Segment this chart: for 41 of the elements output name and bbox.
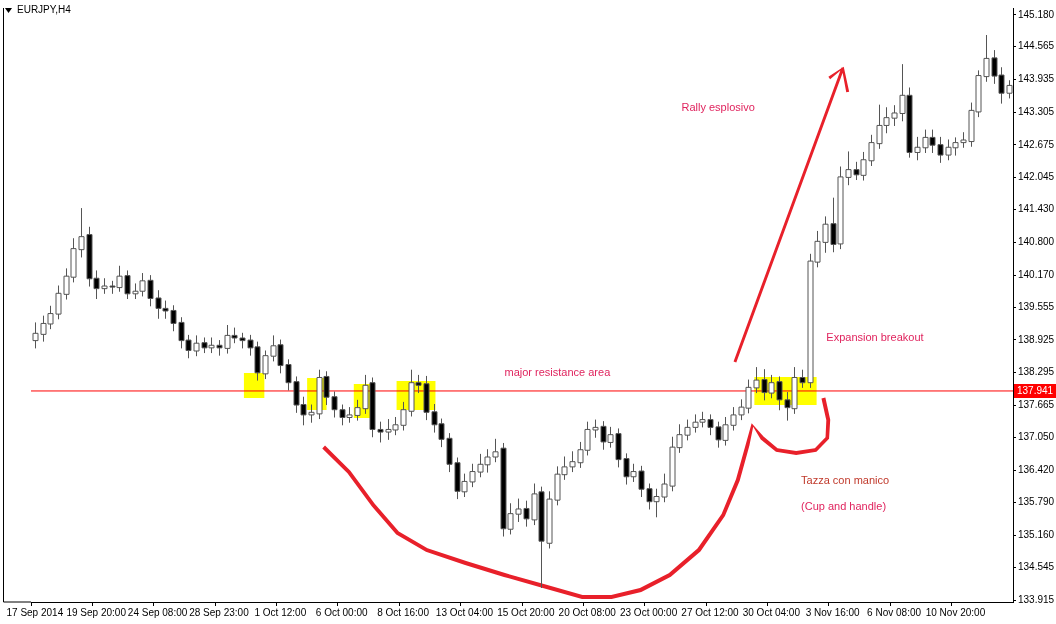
annotation: Tazza con manico — [801, 474, 890, 487]
y-tick-label: 137.050 — [1018, 431, 1055, 443]
y-tick-label: 137.665 — [1018, 399, 1055, 411]
x-tick-label: 23 Oct 00:00 — [619, 606, 678, 618]
x-tick-label: 1 Oct 12:00 — [254, 606, 307, 618]
y-tick-label: 142.045 — [1018, 171, 1055, 183]
x-tick-label: 24 Sep 08:00 — [127, 606, 188, 618]
y-tick-label: 143.935 — [1018, 73, 1055, 85]
annotation: Rally esplosivo — [681, 101, 755, 114]
y-tick-label: 138.925 — [1018, 333, 1055, 345]
x-tick-label: 6 Oct 00:00 — [315, 606, 368, 618]
y-tick-label: 139.555 — [1018, 300, 1055, 312]
y-tick-label: 141.430 — [1018, 203, 1055, 215]
x-tick-label: 27 Oct 12:00 — [681, 606, 740, 618]
y-tick-label: 144.565 — [1018, 40, 1055, 52]
x-tick-label: 15 Oct 20:00 — [497, 606, 555, 618]
x-tick-label: 10 Nov 20:00 — [925, 606, 986, 618]
x-tick-label: 20 Oct 08:00 — [558, 606, 617, 618]
y-tick-label: 140.170 — [1018, 268, 1055, 280]
ref-line-label: 137.941 — [1017, 384, 1054, 396]
x-tick-label: 28 Sep 23:00 — [189, 606, 250, 618]
y-tick-label: 142.675 — [1018, 138, 1055, 150]
y-tick-label: 136.420 — [1018, 463, 1055, 475]
annotation: (Cup and handle) — [801, 500, 887, 513]
x-tick-label: 19 Sep 20:00 — [66, 606, 127, 618]
annotation: Expansion breakout — [826, 331, 924, 344]
x-tick-label: 8 Oct 16:00 — [377, 606, 430, 618]
x-tick-label: 13 Oct 04:00 — [435, 606, 494, 618]
y-tick-label: 133.915 — [1018, 593, 1055, 605]
x-tick-label: 17 Sep 2014 — [6, 606, 64, 618]
y-tick-label: 145.180 — [1018, 8, 1055, 20]
x-tick-label: 3 Nov 16:00 — [805, 606, 861, 618]
y-tick-label: 138.295 — [1018, 366, 1055, 378]
y-tick-label: 135.790 — [1018, 496, 1055, 508]
chart-title: EURJPY,H4 — [17, 4, 71, 15]
x-tick-label: 6 Nov 08:00 — [867, 606, 922, 618]
y-tick-label: 135.160 — [1018, 529, 1055, 541]
y-tick-label: 134.545 — [1018, 561, 1055, 573]
y-tick-label: 140.800 — [1018, 236, 1055, 248]
y-tick-label: 143.305 — [1018, 105, 1055, 117]
x-tick-label: 30 Oct 04:00 — [742, 606, 801, 618]
